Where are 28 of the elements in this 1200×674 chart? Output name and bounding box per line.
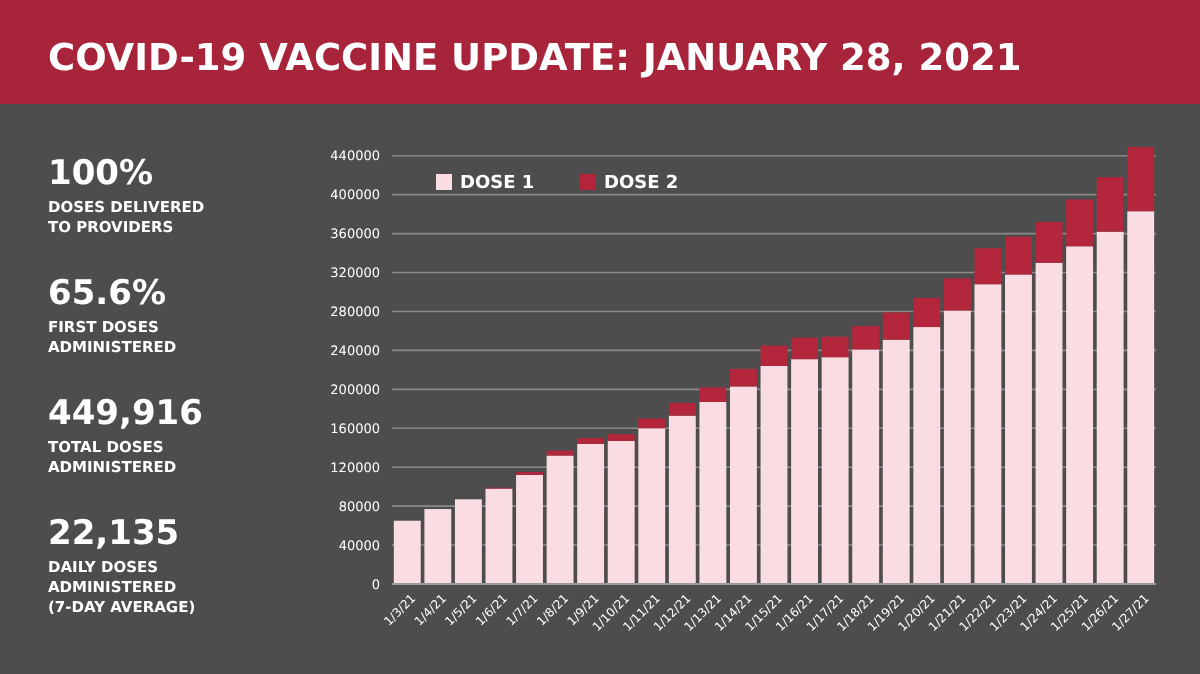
bar <box>607 434 635 441</box>
bar <box>516 474 543 584</box>
text: 22,135 <box>48 514 180 554</box>
bar <box>1066 246 1094 584</box>
text: 449,916 <box>48 394 203 434</box>
legend-label: DOSE 1 <box>460 174 535 195</box>
bar <box>791 359 819 584</box>
legend-label: DOSE 2 <box>604 174 679 195</box>
bar <box>729 386 757 584</box>
bar <box>1005 236 1032 275</box>
text: 65.6% <box>48 274 166 314</box>
chart-title: COVID-19 VACCINE UPDATE: JANUARY 28, 2021 <box>48 38 1022 80</box>
bar <box>668 402 696 416</box>
bar <box>1035 262 1063 584</box>
bar <box>1035 221 1063 263</box>
bar <box>546 450 574 456</box>
text: 100% <box>48 154 154 194</box>
bar <box>1066 199 1094 247</box>
bar <box>699 387 727 402</box>
bar <box>454 499 482 584</box>
bar <box>1005 274 1032 584</box>
bar <box>760 345 788 366</box>
bar <box>638 418 666 429</box>
bar <box>577 438 605 444</box>
bar <box>760 365 788 584</box>
bar <box>791 337 819 360</box>
bar <box>485 488 513 584</box>
bar <box>729 368 757 387</box>
